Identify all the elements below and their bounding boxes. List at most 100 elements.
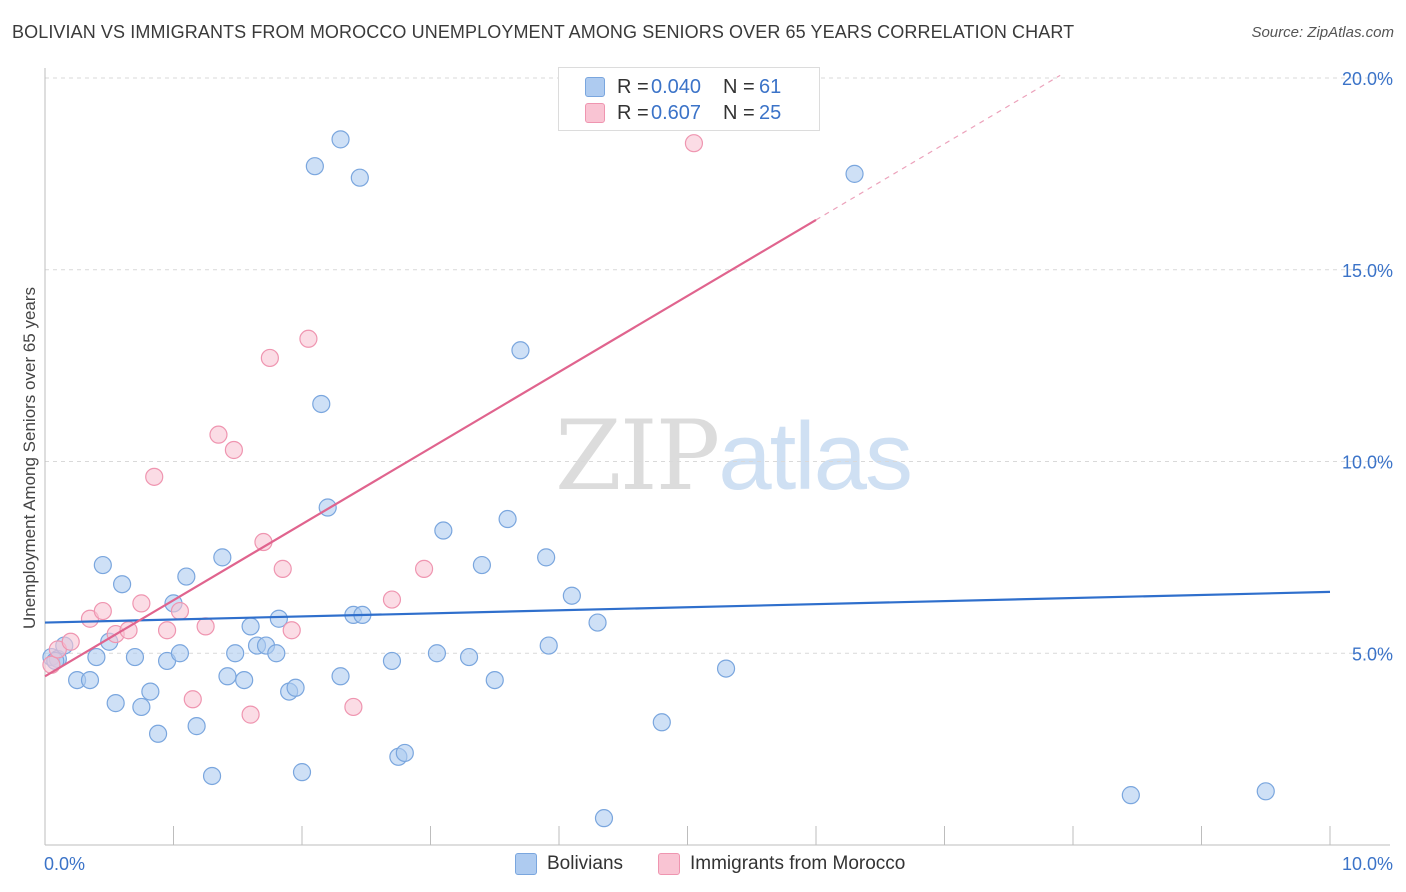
watermark-atlas: atlas [718,403,913,510]
legend-r-label: R = [617,75,649,98]
legend-n-value: 25 [759,101,782,124]
trendline-bolivians [44,590,1331,624]
legend-r-value: 0.607 [651,101,702,124]
point-bolivians [588,613,607,632]
point-morocco [42,655,61,674]
bottom-legend-label-bolivians: Bolivians [547,853,624,874]
point-morocco [145,467,164,486]
legend-swatch-bolivians [585,77,605,97]
legend-n-label: N = [723,101,755,124]
point-morocco [282,621,301,640]
point-morocco [684,134,704,153]
point-morocco [414,559,434,578]
point-bolivians [112,575,132,594]
bottom-legend-bolivians[interactable]: Bolivians [515,852,623,876]
point-bolivians [845,164,864,183]
point-bolivians [331,130,350,149]
point-bolivians [148,724,168,743]
point-bolivians [1121,786,1140,805]
legend-n-value: 61 [759,75,782,98]
point-morocco [260,348,279,368]
point-bolivians [382,651,402,671]
point-morocco [132,594,151,613]
point-bolivians [716,659,736,678]
point-bolivians [141,682,160,701]
point-bolivians [87,647,106,667]
point-bolivians [132,697,151,717]
x-tick-label: 0.0% [44,854,85,874]
point-bolivians [241,617,260,636]
point-bolivians [106,694,125,713]
bottom-legend-swatch-bolivians [515,853,537,875]
point-morocco [382,590,402,609]
point-bolivians [1256,782,1275,801]
watermark: ZIPatlas [555,400,913,512]
point-bolivians [652,713,671,732]
point-bolivians [331,667,350,686]
chart-title: BOLIVIAN VS IMMIGRANTS FROM MOROCCO UNEM… [12,22,1075,42]
point-bolivians [80,670,100,690]
point-morocco [157,621,177,640]
legend-r-label: R = [617,101,649,124]
point-morocco [273,559,292,578]
point-bolivians [434,521,453,540]
point-bolivians [539,636,558,655]
point-bolivians [350,168,369,187]
point-bolivians [177,567,196,586]
legend-swatch-morocco [585,103,605,123]
point-bolivians [202,766,222,786]
point-morocco [183,690,202,709]
point-bolivians [235,670,254,690]
point-morocco [299,329,318,348]
legend-n-label: N = [723,75,755,98]
legend-row-bolivians: R = 0.040 N = 61 [585,75,781,99]
legend-row-morocco: R = 0.607 N = 25 [585,101,781,125]
watermark-zip: ZIP [555,400,720,512]
point-bolivians [537,548,556,567]
point-bolivians [226,644,245,663]
point-morocco [170,601,190,621]
bottom-legend-label-morocco: Immigrants from Morocco [690,853,906,874]
point-bolivians [267,644,286,663]
point-bolivians [125,647,145,667]
point-bolivians [286,678,305,697]
y-axis-label: Unemployment Among Seniors over 65 years [20,286,39,630]
point-morocco [344,697,363,717]
point-bolivians [498,509,517,529]
point-bolivians [594,809,614,828]
point-bolivians [427,644,447,663]
point-bolivians [292,763,312,782]
point-morocco [241,705,260,724]
point-bolivians [395,743,414,763]
point-morocco [224,440,243,460]
point-morocco [209,425,228,444]
point-bolivians [562,586,581,605]
point-bolivians [93,555,112,575]
y-tick-label: 20.0% [1342,69,1393,89]
point-morocco [119,621,138,640]
point-bolivians [312,394,331,414]
point-bolivians [472,555,491,575]
correlation-legend: R = 0.040 N = 61 R = 0.607 N = 25 [558,67,820,131]
point-bolivians [187,717,206,736]
point-bolivians [459,647,479,667]
bottom-legend-swatch-morocco [658,853,680,875]
legend-r-value: 0.040 [651,75,702,98]
trendline-extension-morocco [815,74,1061,221]
point-morocco [196,617,215,636]
point-morocco [93,601,112,621]
y-tick-label: 5.0% [1352,644,1393,664]
x-tick-label: 10.0% [1342,854,1393,874]
point-bolivians [305,157,324,176]
point-bolivians [269,609,288,628]
y-tick-label: 10.0% [1342,453,1393,473]
point-bolivians [218,667,237,686]
source-label: Source: ZipAtlas.com [1251,24,1394,41]
point-bolivians [213,548,232,567]
bottom-legend-morocco[interactable]: Immigrants from Morocco [658,852,905,876]
trendline-morocco [44,218,817,678]
point-bolivians [511,341,530,360]
y-tick-label: 15.0% [1342,261,1393,281]
point-bolivians [485,670,504,690]
